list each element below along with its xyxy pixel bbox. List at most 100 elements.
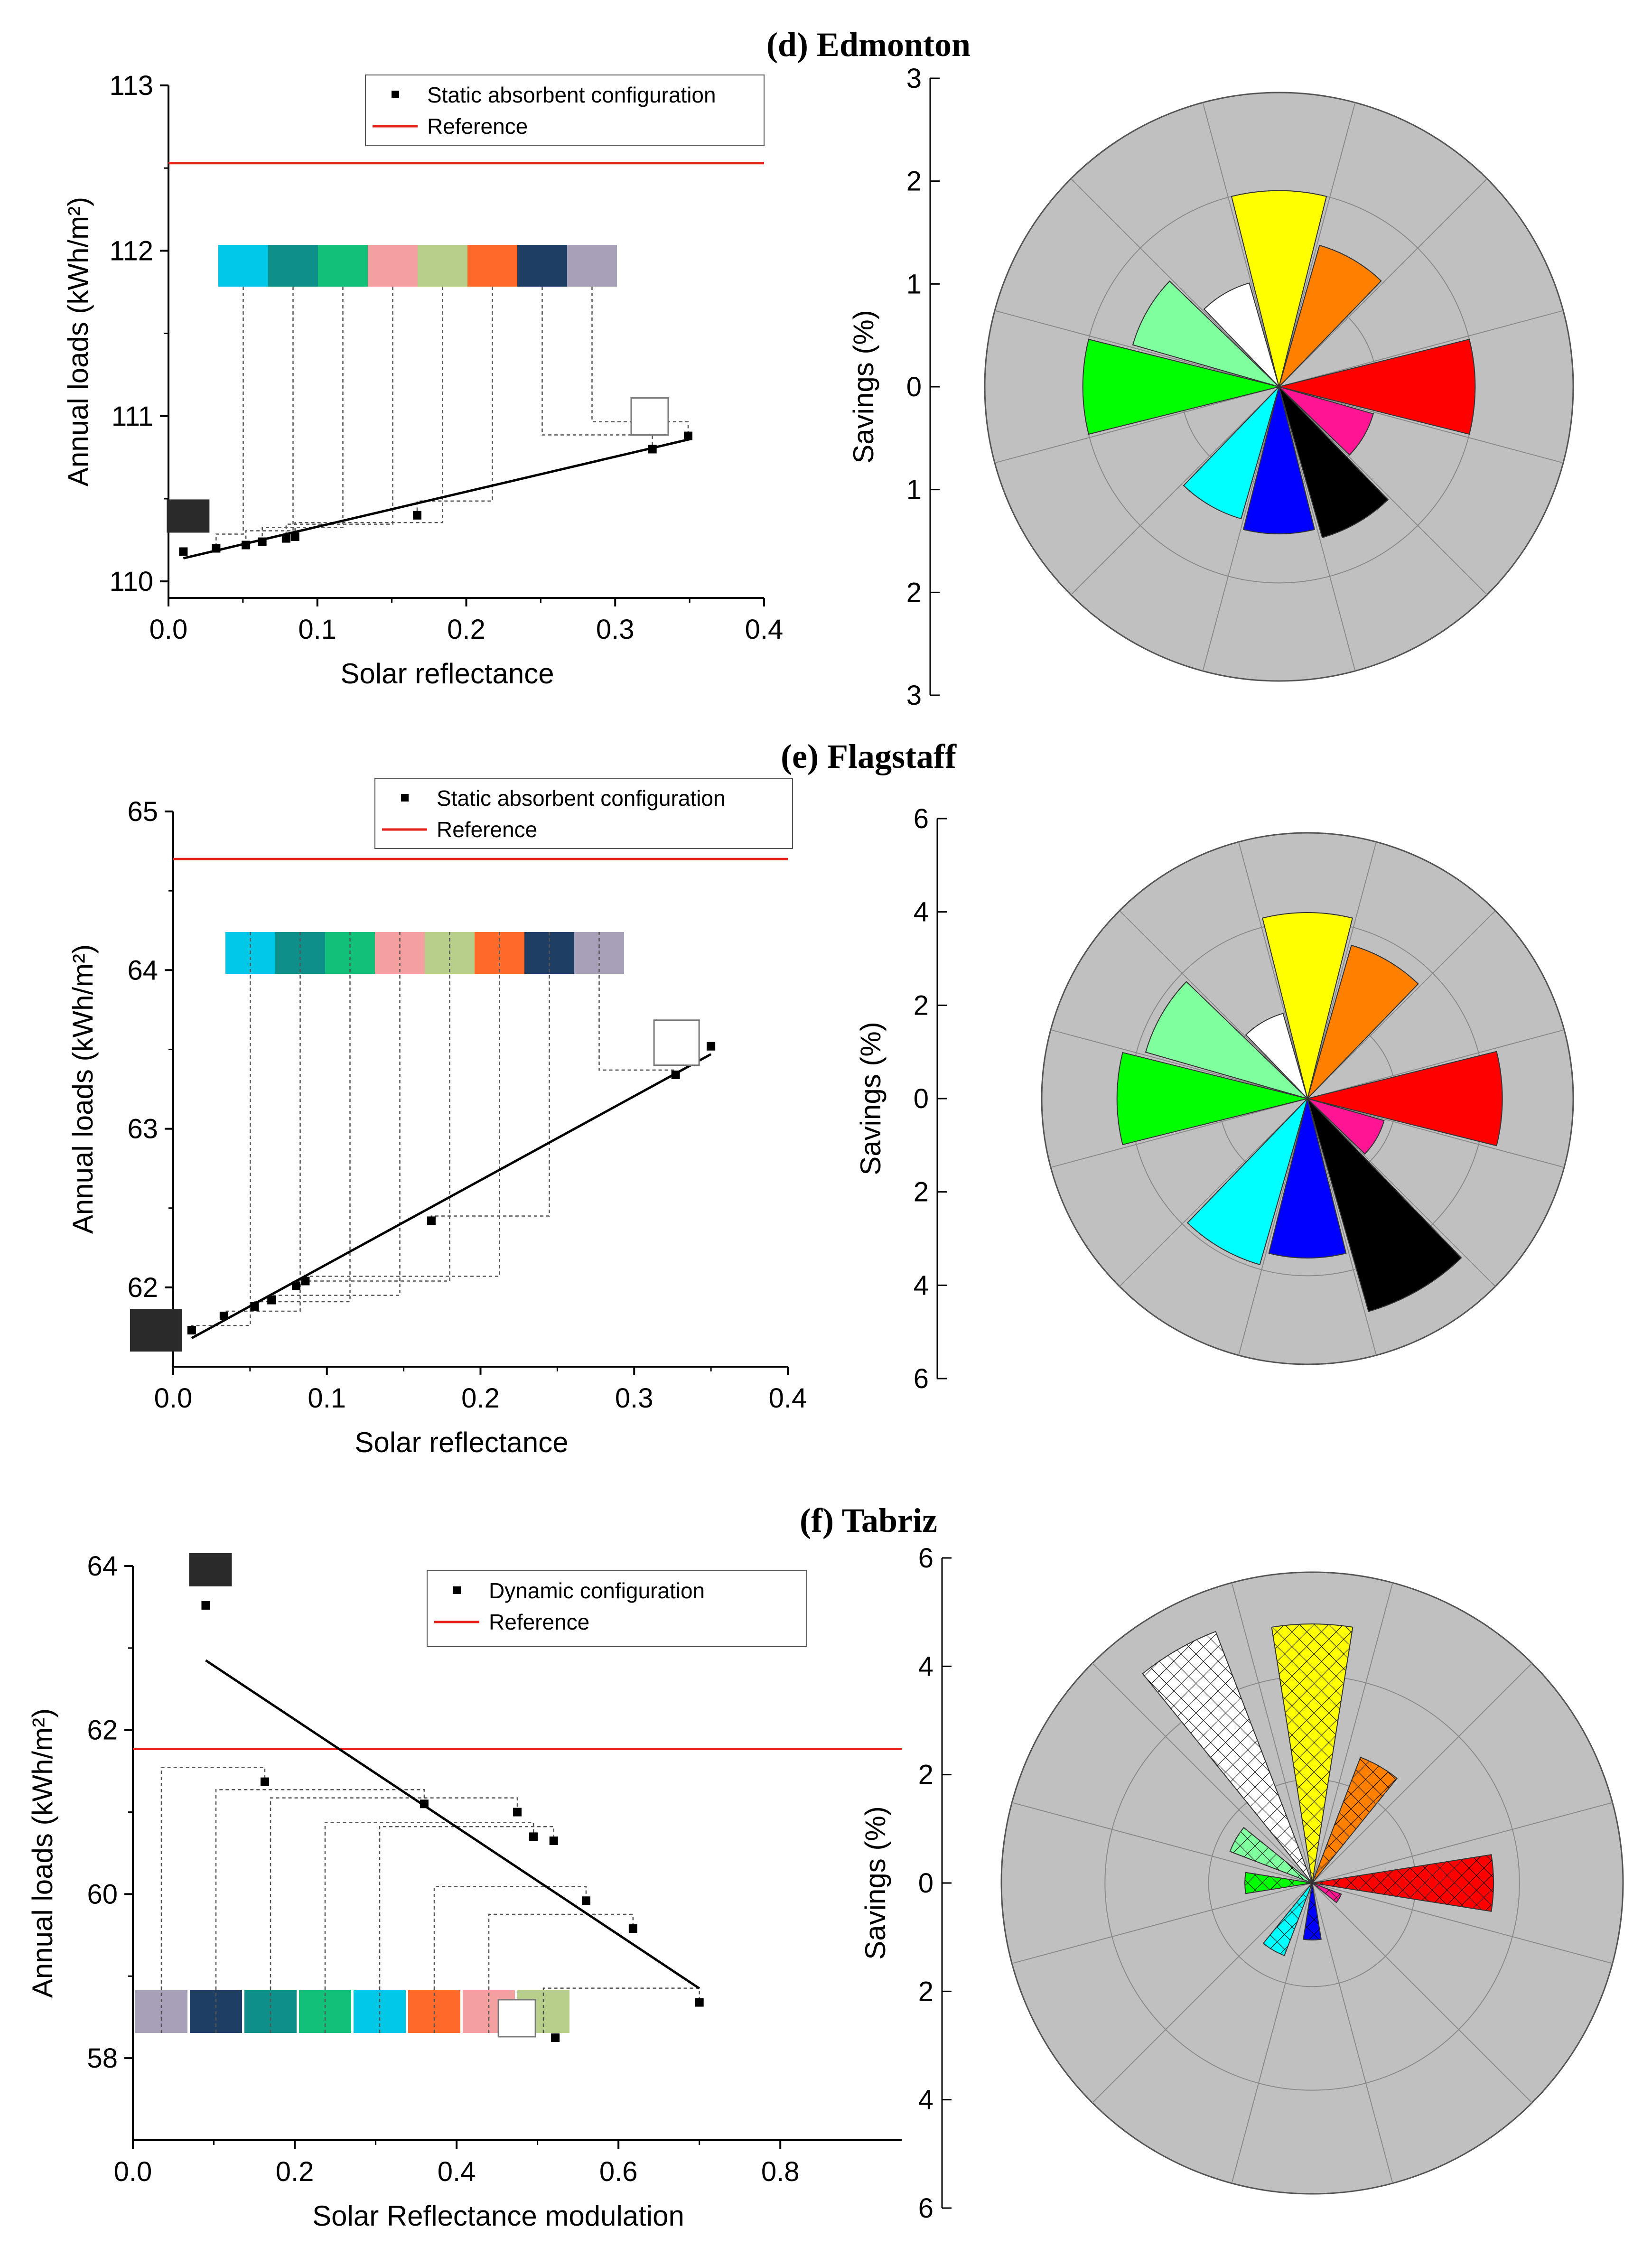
polar-spoke (1312, 1883, 1613, 1964)
radial-tick-label: 6 (914, 1363, 929, 1394)
y-tick-label: 63 (127, 1114, 158, 1145)
polar-sector (1268, 1098, 1347, 1259)
color-swatch (418, 245, 467, 287)
data-point (707, 1042, 716, 1051)
polar-spoke (1279, 310, 1564, 387)
data-point (412, 511, 421, 520)
data-point (628, 1924, 637, 1933)
swatch-connector (324, 1822, 534, 2033)
swatch-connector (245, 287, 294, 545)
data-point (420, 1799, 429, 1809)
polar-spoke (1307, 1029, 1565, 1099)
data-point (290, 532, 299, 541)
polar-sector (1082, 338, 1279, 435)
legend-series-label: Static absorbent configuration (427, 83, 716, 107)
radial-tick-label: 1 (906, 475, 922, 505)
x-tick-label: 0.1 (298, 614, 336, 645)
data-point (529, 1832, 538, 1841)
polar-spoke (1119, 1098, 1308, 1287)
fit-line (183, 438, 690, 559)
x-tick-label: 0.2 (276, 2156, 314, 2187)
data-point (292, 1281, 300, 1290)
data-point (648, 445, 657, 454)
data-point (427, 1216, 436, 1225)
legend-box (427, 1570, 807, 1647)
polar-sector (1279, 386, 1374, 456)
data-point (212, 544, 221, 553)
polar-spoke (1307, 1098, 1377, 1356)
y-tick-label: 65 (127, 796, 158, 827)
x-tick-label: 0.0 (149, 614, 188, 645)
data-point (260, 1777, 269, 1786)
swatch-connector (541, 287, 653, 449)
y-tick-label: 64 (87, 1551, 118, 1582)
swatch-connector (305, 932, 500, 1281)
y-tick-label: 62 (87, 1715, 118, 1746)
color-swatch (318, 245, 368, 287)
swatch-connector (160, 1767, 266, 2033)
polar-sector (1186, 1098, 1308, 1266)
white-sample (630, 397, 669, 436)
white-sample (653, 1019, 700, 1066)
polar-sector (1116, 1052, 1308, 1146)
y-axis-label: Annual loads (kWh/m²) (27, 1708, 58, 1998)
polar-sector (1132, 280, 1279, 387)
color-swatch (467, 245, 517, 287)
radial-tick-label: 4 (914, 897, 929, 928)
polar-spoke (1238, 1098, 1308, 1356)
legend-series-label: Dynamic configuration (489, 1578, 705, 1603)
legend-box (374, 778, 793, 849)
y-tick-label: 112 (110, 235, 153, 266)
radial-tick-label: 4 (918, 1651, 933, 1682)
radial-tick-label: 0 (906, 372, 922, 402)
data-point (549, 1836, 558, 1846)
swatch-connector (215, 287, 244, 549)
polar-spoke (1307, 910, 1496, 1099)
radial-tick-label: 2 (918, 1976, 933, 2007)
polar-sector (1312, 1854, 1494, 1912)
radial-tick-label: 6 (918, 1543, 933, 1574)
legend-box (365, 75, 765, 146)
y-tick-label: 111 (112, 401, 153, 432)
swatch-connector (433, 1886, 587, 2033)
y-tick-label: 58 (87, 2043, 118, 2074)
polar-spoke (1279, 102, 1356, 387)
radial-tick-label: 2 (914, 990, 929, 1021)
polar-spoke (1092, 1883, 1313, 2103)
data-point (513, 1808, 522, 1817)
polar-sector (1307, 1098, 1462, 1312)
polar-sector (1303, 1883, 1322, 1941)
polar-spoke (1202, 386, 1279, 671)
swatch-connector (416, 287, 493, 515)
x-tick-label: 0.3 (596, 614, 635, 645)
polar-sector (1245, 1013, 1308, 1099)
legend-reference-label: Reference (489, 1610, 589, 1634)
polar-sector (1307, 944, 1419, 1099)
polar-sector (1262, 1883, 1313, 1957)
legend-marker (453, 1586, 461, 1594)
polar-spoke (1307, 1098, 1496, 1287)
data-point (219, 1312, 228, 1321)
data-point (187, 1326, 196, 1335)
data-point (242, 541, 251, 550)
polar-sector (1307, 1098, 1385, 1155)
polar-sector (1307, 1051, 1503, 1147)
polar-sector (1312, 1883, 1342, 1903)
x-tick-label: 0.4 (438, 2156, 476, 2187)
polar-spoke (994, 310, 1279, 387)
swatch-connector (254, 932, 351, 1306)
radial-axis-label: Savings (%) (859, 1806, 891, 1959)
legend-reference-label: Reference (437, 817, 537, 842)
polar-spoke (1312, 1802, 1613, 1883)
y-tick-label: 113 (110, 70, 153, 101)
polar-sector (1244, 1872, 1313, 1894)
polar-spoke (1312, 1883, 1393, 2183)
radial-tick-label: 6 (918, 2193, 933, 2224)
radial-tick-label: 3 (906, 680, 922, 711)
x-tick-label: 0.0 (154, 1383, 193, 1414)
polar-spoke (1050, 1098, 1308, 1168)
polar-spoke (1050, 1029, 1308, 1099)
polar-spoke (994, 386, 1279, 464)
